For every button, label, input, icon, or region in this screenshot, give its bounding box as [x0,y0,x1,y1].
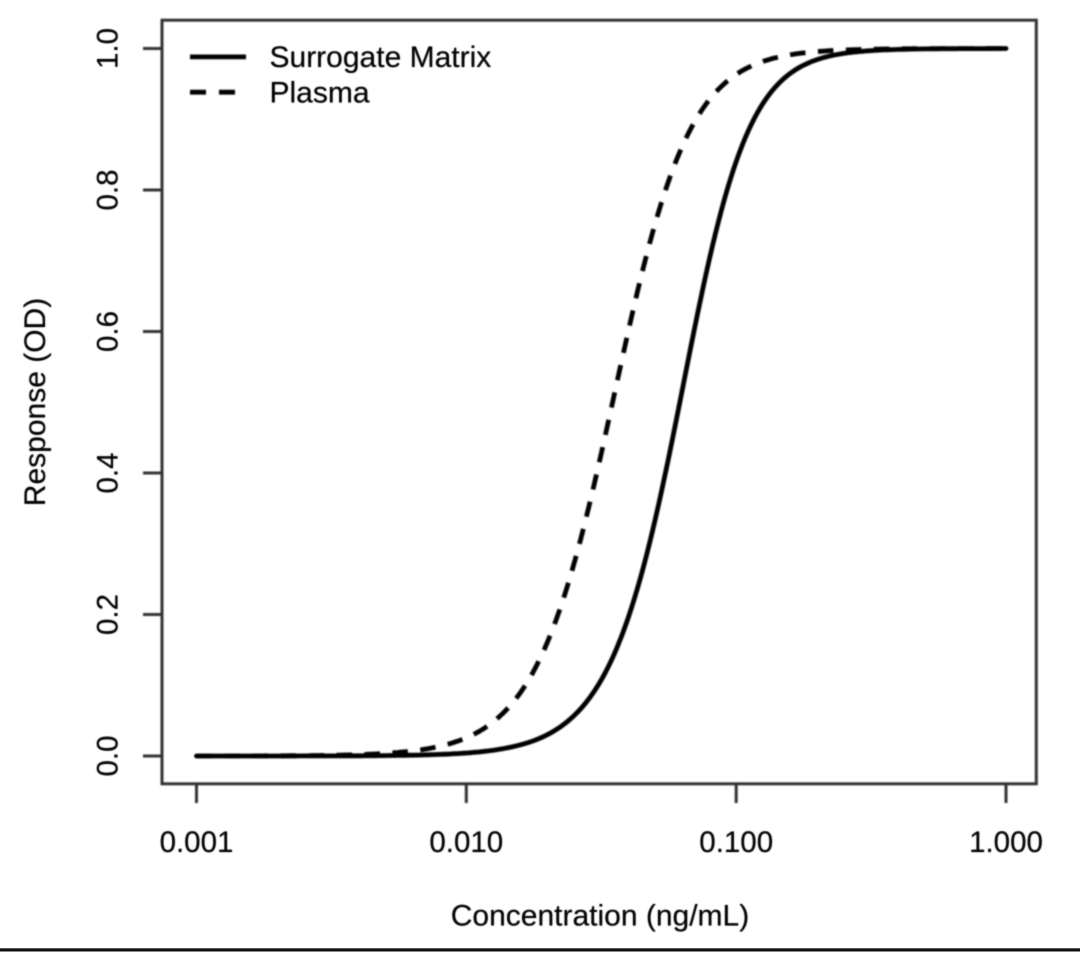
svg-text:1.000: 1.000 [969,826,1043,859]
svg-text:0.010: 0.010 [429,826,503,859]
svg-text:0.4: 0.4 [92,452,125,493]
svg-text:1.0: 1.0 [92,28,125,69]
svg-text:0.100: 0.100 [699,826,773,859]
svg-text:Concentration (ng/mL): Concentration (ng/mL) [451,900,749,933]
svg-text:0.0: 0.0 [92,735,125,776]
svg-text:Response (OD): Response (OD) [19,298,52,506]
svg-text:0.001: 0.001 [160,826,234,859]
svg-text:0.2: 0.2 [92,594,125,635]
svg-text:0.100: 0.100 [699,826,773,859]
svg-text:0.8: 0.8 [92,169,125,210]
svg-text:Plasma: Plasma [270,76,370,109]
svg-text:Response (OD): Response (OD) [19,298,52,506]
svg-text:0.6: 0.6 [92,311,125,352]
svg-text:0.4: 0.4 [92,452,125,493]
svg-text:0.6: 0.6 [92,311,125,352]
svg-text:Concentration (ng/mL): Concentration (ng/mL) [451,900,749,933]
svg-text:0.010: 0.010 [429,826,503,859]
svg-text:Surrogate Matrix: Surrogate Matrix [270,41,492,74]
svg-text:0.2: 0.2 [92,594,125,635]
svg-text:0.001: 0.001 [160,826,234,859]
svg-text:1.0: 1.0 [92,28,125,69]
svg-text:Plasma: Plasma [270,76,370,109]
svg-text:0.0: 0.0 [92,735,125,776]
svg-text:0.8: 0.8 [92,169,125,210]
svg-text:1.000: 1.000 [969,826,1043,859]
svg-text:Surrogate Matrix: Surrogate Matrix [270,41,492,74]
